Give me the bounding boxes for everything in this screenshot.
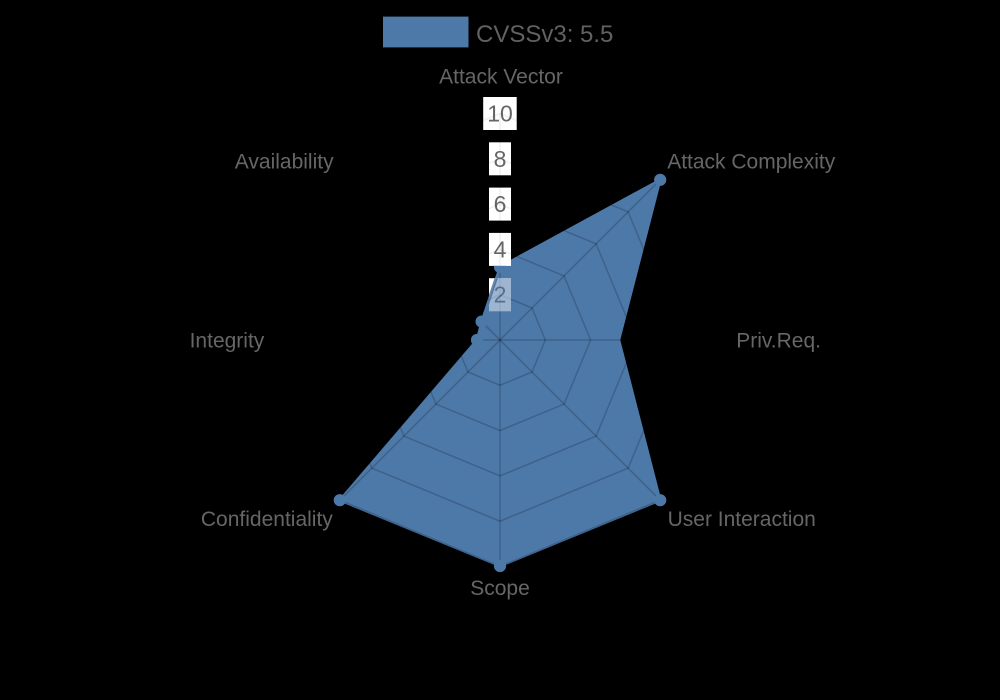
- svg-text:Scope: Scope: [470, 577, 530, 600]
- svg-text:User Interaction: User Interaction: [668, 508, 816, 531]
- svg-text:4: 4: [494, 236, 507, 262]
- svg-text:8: 8: [494, 146, 507, 172]
- svg-text:Availability: Availability: [235, 150, 334, 173]
- svg-text:6: 6: [494, 191, 507, 217]
- svg-text:Confidentiality: Confidentiality: [201, 508, 333, 531]
- svg-text:Attack Vector: Attack Vector: [439, 65, 563, 88]
- svg-text:10: 10: [487, 101, 513, 127]
- svg-text:Attack Complexity: Attack Complexity: [667, 150, 836, 173]
- svg-text:Integrity: Integrity: [190, 329, 265, 352]
- svg-text:CVSSv3: 5.5: CVSSv3: 5.5: [476, 21, 613, 48]
- svg-text:Priv.Req.: Priv.Req.: [736, 329, 821, 352]
